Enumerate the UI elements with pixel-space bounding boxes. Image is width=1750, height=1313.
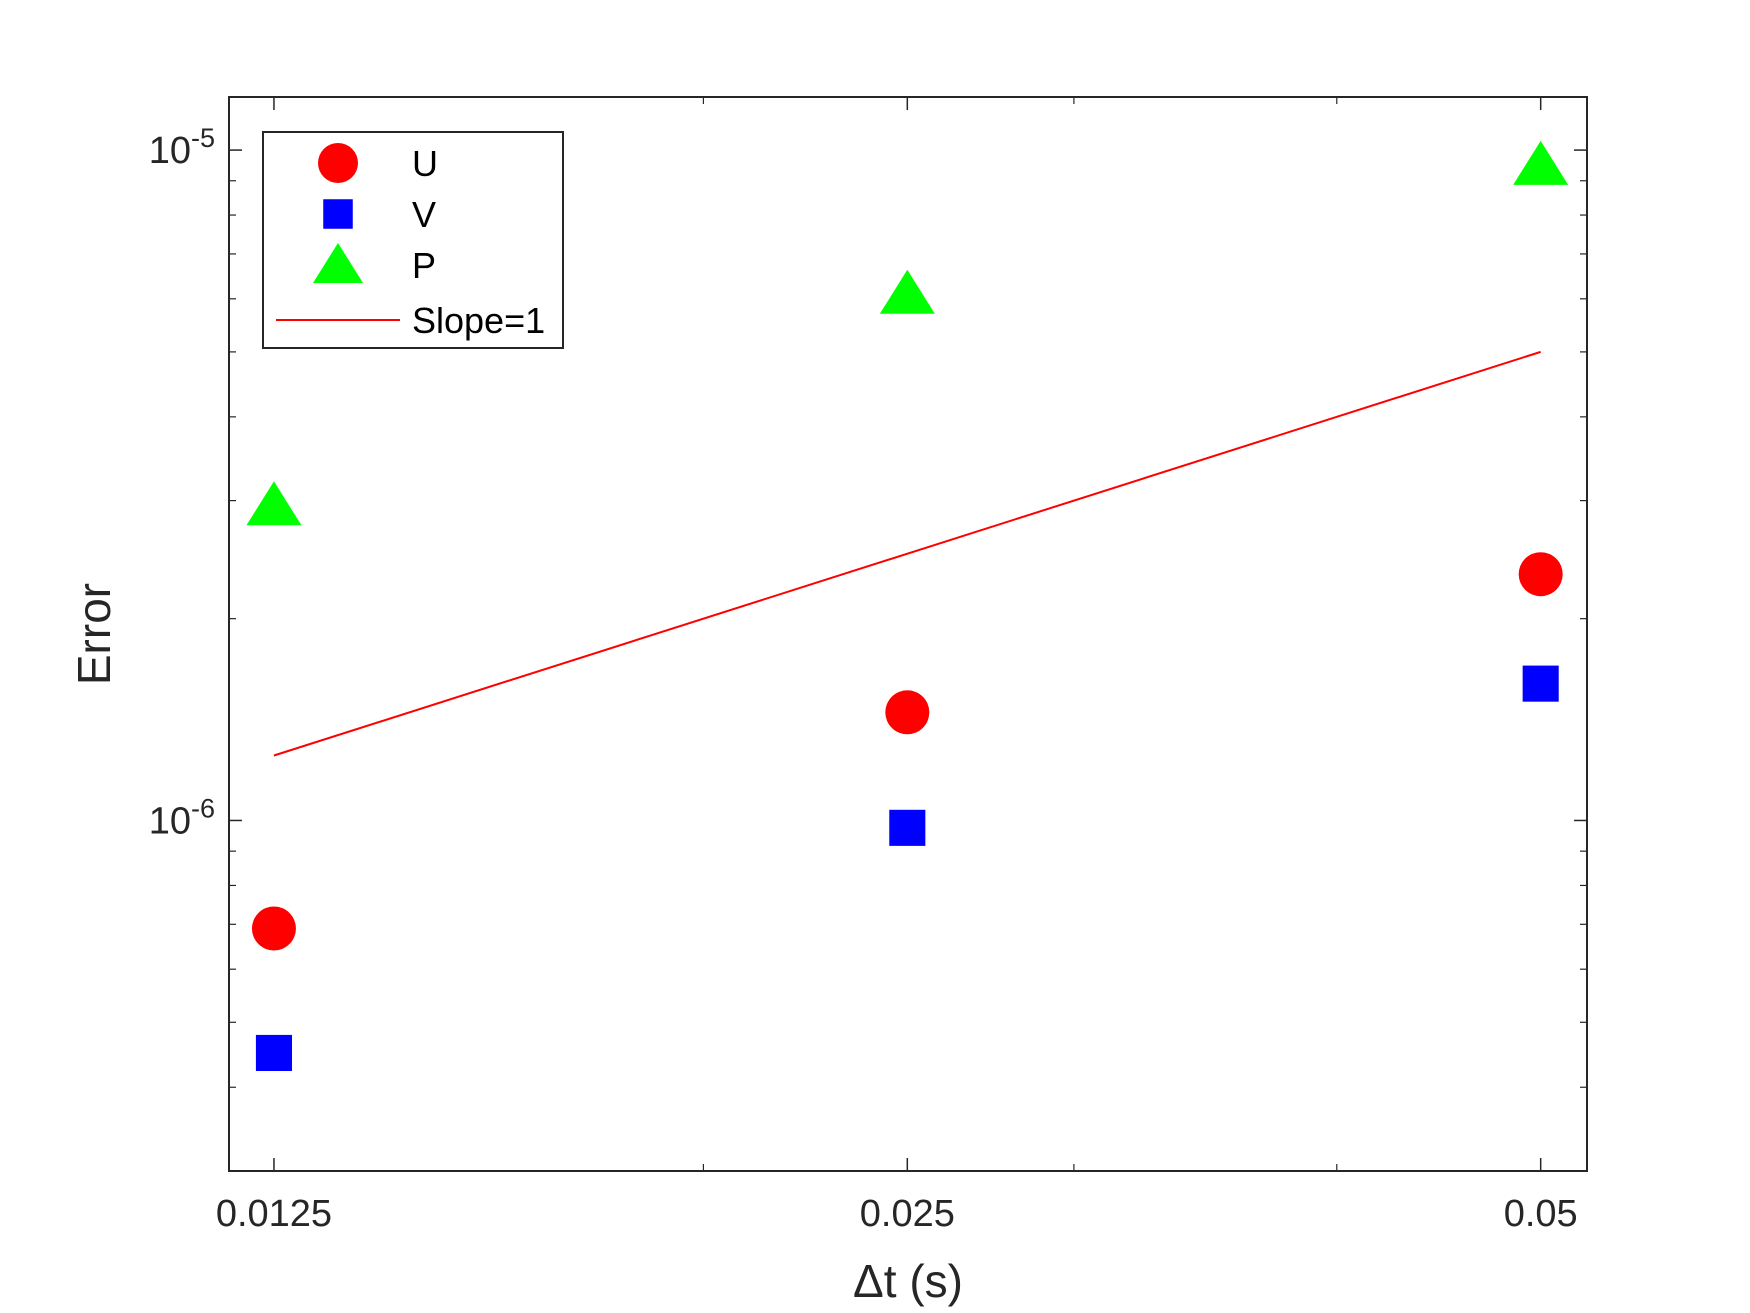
x-axis-label: Δt (s) [853, 1255, 963, 1307]
data-point-square [889, 809, 926, 846]
series-v [255, 665, 1559, 1071]
y-axis: 10-6 10-5 [149, 123, 1587, 1172]
legend-label: P [412, 245, 436, 286]
legend-swatch-circle [318, 143, 358, 183]
y-axis-label: Error [68, 583, 120, 685]
data-point-triangle [879, 269, 935, 314]
y-tick-label: 10-5 [149, 123, 215, 172]
series-u [251, 552, 1563, 951]
data-point-circle [251, 906, 296, 951]
data-point-circle [1518, 552, 1563, 597]
x-tick-label: 0.0125 [216, 1193, 332, 1235]
legend-label: V [412, 194, 436, 235]
legend-swatch-square [323, 199, 353, 229]
data-point-square [255, 1034, 292, 1071]
x-axis: 0.0125 0.025 0.05 [216, 97, 1578, 1235]
legend: UVP Slope=1 [262, 131, 564, 349]
axes-box [228, 96, 1588, 1172]
series-line [273, 350, 1541, 757]
legend-label: U [412, 143, 438, 184]
series-slope-1 [273, 350, 1541, 757]
legend-box [262, 131, 564, 349]
legend-label: Slope=1 [412, 300, 545, 341]
y-tick-label: 10-6 [149, 793, 215, 842]
data-point-circle [885, 690, 930, 735]
data-point-triangle [246, 481, 302, 526]
x-tick-label: 0.05 [1504, 1193, 1578, 1235]
data-point-triangle [1513, 140, 1569, 185]
data-point-square [1522, 665, 1559, 702]
x-tick-label: 0.025 [860, 1193, 955, 1235]
legend-swatch-triangle [313, 243, 363, 283]
series-layer [246, 140, 1569, 1071]
series-p [246, 140, 1569, 526]
